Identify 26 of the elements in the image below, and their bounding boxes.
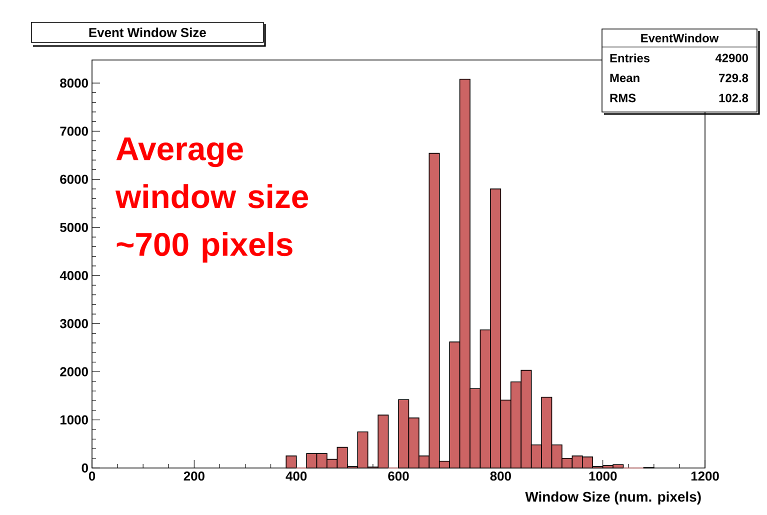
x-tick-label: 0	[88, 472, 96, 481]
x-tick-label: 800	[490, 472, 511, 481]
annotation: Entries	[610, 54, 650, 62]
annotation: RMS	[610, 94, 636, 102]
text: 42900	[715, 54, 748, 62]
y-tick-label: 2000	[60, 367, 88, 376]
x-tick-label: 1000	[589, 472, 617, 481]
x-tick-label: 400	[286, 472, 307, 481]
y-tick-label: 4000	[60, 270, 88, 280]
y-tick-label: 6000	[60, 174, 88, 184]
y-tick-label: 7000	[60, 126, 88, 136]
y-tick-label: 1000	[60, 415, 88, 424]
x-axis-title: Window Size (num. pixels)	[525, 492, 701, 504]
annotation: Average window size ~700 pixels	[115, 138, 308, 263]
y-tick-label: 5000	[60, 222, 88, 232]
text: EventWindow	[641, 34, 719, 42]
x-tick-label: 200	[184, 472, 204, 481]
text: 729.8	[719, 74, 748, 82]
x-tick-label: 600	[388, 472, 409, 481]
y-tick-label: 0	[82, 463, 88, 473]
text: 102.8	[719, 94, 748, 102]
y-tick-label: 8000	[60, 78, 88, 88]
annotation: Mean	[610, 74, 640, 82]
x-tick-label: 1200	[691, 472, 719, 481]
chart-title: Event Window Size	[89, 28, 206, 38]
y-tick-label: 3000	[60, 319, 88, 328]
